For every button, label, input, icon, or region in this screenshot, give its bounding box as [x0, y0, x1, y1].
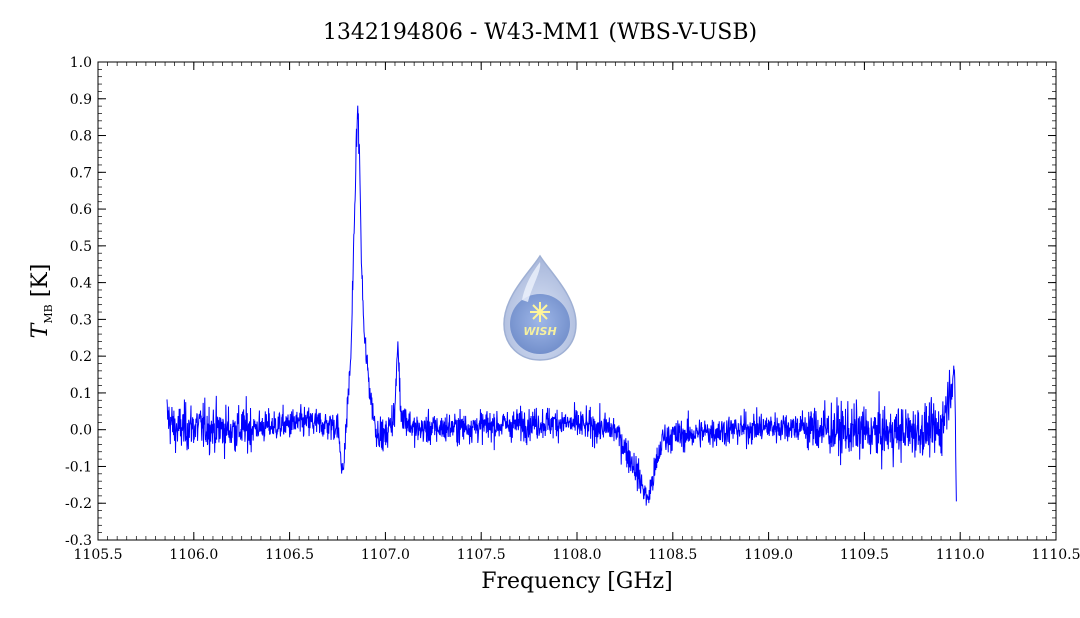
plot-frame: [97, 61, 1057, 541]
y-tick-label: 0.4: [70, 276, 92, 292]
x-tick-label: 1107.0: [361, 547, 410, 563]
y-tick-label: 0.9: [70, 92, 92, 108]
svg-text:TMB [K]: TMB [K]: [28, 264, 55, 339]
x-tick-label: 1108.5: [648, 547, 697, 563]
x-tick-label: 1106.5: [265, 547, 314, 563]
x-tick-label: 1106.0: [169, 547, 218, 563]
y-tick-label: 0.8: [70, 129, 92, 145]
y-tick-label: 1.0: [70, 55, 92, 71]
y-tick-label: -0.3: [65, 533, 92, 549]
y-tick-label: 0.7: [70, 165, 92, 181]
x-axis-ticks: 1105.5 1106.0 1106.5 1107.0 1107.5 1108.0 1108…: [74, 62, 1080, 563]
x-tick-label: 1107.5: [457, 547, 506, 563]
x-axis-label: Frequency [GHz]: [481, 569, 673, 594]
y-tick-label: 0.3: [70, 312, 92, 328]
y-axis-label: TMB [K]: [28, 264, 55, 339]
x-tick-label: 1110.5: [1032, 547, 1080, 563]
x-tick-label: 1109.5: [840, 547, 889, 563]
y-tick-label: 0.2: [70, 349, 92, 365]
y-tick-label: 0.6: [70, 202, 92, 218]
spectrum-series-line: [166, 105, 957, 506]
logo-text: WISH: [523, 325, 556, 338]
y-tick-label: -0.2: [65, 496, 92, 512]
wish-logo: WISH: [503, 254, 577, 361]
star-icon: [530, 302, 550, 322]
y-tick-label: 0.1: [70, 386, 92, 402]
x-tick-label: 1105.5: [74, 547, 123, 563]
chart-title: 1342194806 - W43-MM1 (WBS-V-USB): [323, 20, 757, 45]
y-tick-label: 0.5: [70, 239, 92, 255]
y-tick-label: -0.1: [65, 459, 92, 475]
y-axis-ticks: -0.3 -0.2 -0.1 0.0 0.1 0.2 0.3 0.4 0.5 0.6 0.7 0.8 0…: [65, 55, 1056, 549]
x-tick-label: 1109.0: [744, 547, 793, 563]
x-tick-label: 1108.0: [553, 547, 602, 563]
y-tick-label: 0.0: [70, 423, 92, 439]
x-tick-label: 1110.0: [936, 547, 985, 563]
